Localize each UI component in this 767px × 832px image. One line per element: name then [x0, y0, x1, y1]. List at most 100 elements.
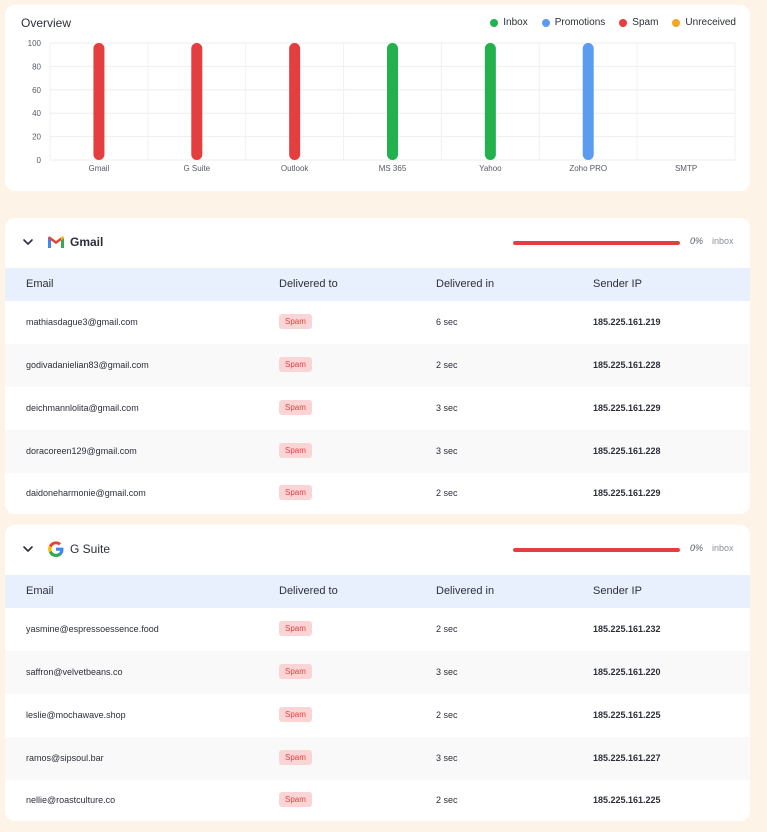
- status-badge: Spam: [279, 485, 312, 500]
- inbox-progress-fill: [513, 548, 680, 552]
- table-row: godivadanielian83@gmail.com Spam 2 sec 1…: [5, 344, 750, 387]
- legend-label-promotions: Promotions: [554, 17, 606, 28]
- header-sender-ip[interactable]: Sender IP: [593, 278, 642, 290]
- email-cell: deichmannlolita@gmail.com: [26, 403, 139, 413]
- y-tick-label: 100: [28, 39, 42, 48]
- delivered-in-cell: 2 sec: [436, 488, 458, 498]
- y-tick-label: 60: [32, 86, 41, 95]
- delivered-in-cell: 3 sec: [436, 753, 458, 763]
- email-cell: nellie@roastculture.co: [26, 795, 116, 805]
- bar-gmail[interactable]: [93, 43, 105, 160]
- table-header: Email Delivered to Delivered in Sender I…: [5, 268, 750, 301]
- email-cell: yasmine@espressoessence.food: [26, 624, 159, 634]
- email-cell: doracoreen129@gmail.com: [26, 446, 137, 456]
- delivered-in-cell: 2 sec: [436, 360, 458, 370]
- inbox-percent: 0%: [690, 236, 704, 246]
- legend-dot-inbox: [490, 18, 499, 27]
- sender-ip-cell: 185.225.161.219: [593, 317, 661, 327]
- overview-title: Overview: [21, 16, 72, 30]
- x-tick-label: Gmail: [88, 164, 109, 173]
- x-tick-label: MS 365: [379, 164, 407, 173]
- status-badge: Spam: [279, 400, 312, 415]
- status-badge: Spam: [279, 357, 312, 372]
- delivered-in-cell: 6 sec: [436, 317, 458, 327]
- inbox-progress-bar: [513, 548, 680, 552]
- sender-ip-cell: 185.225.161.228: [593, 446, 661, 456]
- y-tick-label: 20: [32, 133, 41, 142]
- legend-item-inbox[interactable]: Inbox: [490, 17, 528, 28]
- delivered-in-cell: 3 sec: [436, 403, 458, 413]
- status-badge: Spam: [279, 792, 312, 807]
- email-cell: leslie@mochawave.shop: [26, 710, 126, 720]
- gsuite-section: G Suite 0% inbox Email Delivered to Deli…: [5, 525, 750, 821]
- bar-g-suite[interactable]: [191, 43, 203, 160]
- google-icon: [48, 541, 64, 557]
- status-badge: Spam: [279, 750, 312, 765]
- legend-label-spam: Spam: [632, 17, 659, 28]
- status-badge: Spam: [279, 621, 312, 636]
- x-tick-label: Outlook: [281, 164, 310, 173]
- header-email[interactable]: Email: [26, 278, 54, 290]
- legend-item-unreceived[interactable]: Unreceived: [672, 17, 736, 28]
- inbox-progress-bar: [513, 241, 680, 245]
- delivered-in-cell: 3 sec: [436, 667, 458, 677]
- table-row: ramos@sipsoul.bar Spam 3 sec 185.225.161…: [5, 737, 750, 780]
- delivered-in-cell: 2 sec: [436, 795, 458, 805]
- header-delivered-in[interactable]: Delivered in: [436, 278, 495, 290]
- table-row: nellie@roastculture.co Spam 2 sec 185.22…: [5, 779, 750, 821]
- header-delivered-in[interactable]: Delivered in: [436, 585, 495, 597]
- email-cell: ramos@sipsoul.bar: [26, 753, 104, 763]
- sender-ip-cell: 185.225.161.229: [593, 403, 661, 413]
- email-cell: daidoneharmonie@gmail.com: [26, 488, 146, 498]
- gmail-section-header[interactable]: Gmail 0% inbox: [5, 218, 750, 268]
- table-row: deichmannlolita@gmail.com Spam 3 sec 185…: [5, 387, 750, 430]
- gmail-icon: [48, 236, 64, 248]
- sender-ip-cell: 185.225.161.229: [593, 488, 661, 498]
- inbox-percent: 0%: [690, 543, 704, 553]
- status-badge: Spam: [279, 443, 312, 458]
- header-sender-ip[interactable]: Sender IP: [593, 585, 642, 597]
- x-tick-label: Yahoo: [479, 164, 502, 173]
- legend-item-spam[interactable]: Spam: [619, 17, 658, 28]
- inbox-progress-fill: [513, 241, 680, 245]
- bar-yahoo[interactable]: [484, 43, 496, 160]
- chevron-down-icon[interactable]: [22, 236, 34, 248]
- table-row: mathiasdague3@gmail.com Spam 6 sec 185.2…: [5, 301, 750, 344]
- x-tick-label: Zoho PRO: [569, 164, 607, 173]
- table-row: doracoreen129@gmail.com Spam 3 sec 185.2…: [5, 430, 750, 473]
- email-cell: mathiasdague3@gmail.com: [26, 317, 138, 327]
- header-delivered-to[interactable]: Delivered to: [279, 585, 338, 597]
- bar-zoho-pro[interactable]: [582, 43, 594, 160]
- table-row: yasmine@espressoessence.food Spam 2 sec …: [5, 608, 750, 651]
- legend-dot-unreceived: [672, 18, 681, 27]
- delivered-in-cell: 3 sec: [436, 446, 458, 456]
- chevron-down-icon[interactable]: [22, 543, 34, 555]
- sender-ip-cell: 185.225.161.225: [593, 710, 661, 720]
- bar-ms-365[interactable]: [387, 43, 398, 160]
- provider-name: G Suite: [70, 542, 111, 556]
- legend-label-inbox: Inbox: [503, 17, 528, 28]
- table-row: saffron@velvetbeans.co Spam 3 sec 185.22…: [5, 651, 750, 694]
- status-badge: Spam: [279, 314, 312, 329]
- overview-card: Overview Inbox Promotions Spam Unreceive…: [5, 5, 750, 191]
- table-row: leslie@mochawave.shop Spam 2 sec 185.225…: [5, 694, 750, 737]
- gsuite-section-header[interactable]: G Suite 0% inbox: [5, 525, 750, 575]
- sender-ip-cell: 185.225.161.227: [593, 753, 661, 763]
- y-tick-label: 0: [37, 156, 42, 165]
- y-tick-label: 40: [32, 109, 41, 118]
- delivered-in-cell: 2 sec: [436, 624, 458, 634]
- inbox-percent-label: inbox: [712, 543, 734, 553]
- bar-outlook[interactable]: [289, 43, 301, 160]
- legend-dot-spam: [619, 18, 628, 27]
- delivered-in-cell: 2 sec: [436, 710, 458, 720]
- legend-item-promotions[interactable]: Promotions: [541, 17, 606, 28]
- header-delivered-to[interactable]: Delivered to: [279, 278, 338, 290]
- sender-ip-cell: 185.225.161.225: [593, 795, 661, 805]
- sender-ip-cell: 185.225.161.228: [593, 360, 661, 370]
- header-email[interactable]: Email: [26, 585, 54, 597]
- overview-chart: 0 20 40 60 80 100 Gmail G Suite Outlook MS 365 Yah…: [28, 39, 736, 173]
- status-badge: Spam: [279, 707, 312, 722]
- x-tick-label: SMTP: [675, 164, 697, 173]
- x-tick-label: G Suite: [183, 164, 210, 173]
- status-badge: Spam: [279, 664, 312, 679]
